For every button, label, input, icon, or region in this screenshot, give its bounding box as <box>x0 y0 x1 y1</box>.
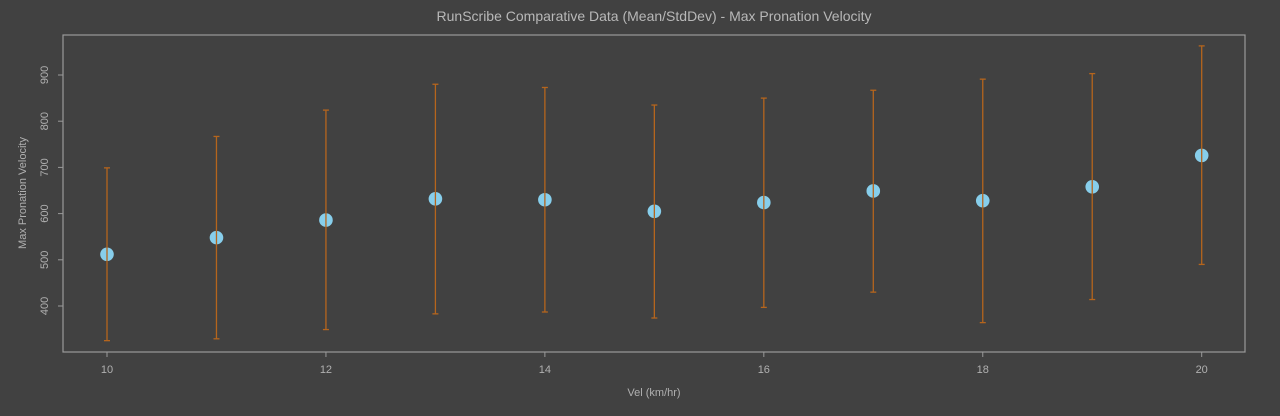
y-tick-label: 800 <box>39 112 51 130</box>
x-tick-label: 18 <box>977 364 989 376</box>
x-axis-label: Vel (km/hr) <box>627 387 680 399</box>
data-point-group <box>100 167 114 342</box>
y-axis: 400 500 600 700 800 900 <box>39 66 63 315</box>
data-point-group <box>1194 45 1209 266</box>
x-tick-label: 16 <box>758 364 770 376</box>
data-point-group <box>209 135 224 340</box>
x-tick-label: 10 <box>101 364 113 376</box>
data-point-group <box>428 83 443 315</box>
data-point-group <box>866 89 881 293</box>
data-point-group <box>975 78 990 324</box>
data-point-group <box>319 109 333 331</box>
y-tick-label: 900 <box>39 66 51 84</box>
chart-title: RunScribe Comparative Data (Mean/StdDev)… <box>437 8 872 24</box>
x-tick-label: 12 <box>320 364 332 376</box>
data-point-group <box>757 97 771 309</box>
data-point-group <box>538 86 552 313</box>
data-point-group <box>1085 72 1100 301</box>
x-tick-label: 14 <box>539 364 551 376</box>
x-axis: 10 12 14 16 18 20 <box>101 352 1208 376</box>
x-tick-label: 20 <box>1196 364 1208 376</box>
y-tick-label: 700 <box>39 158 51 176</box>
y-tick-label: 600 <box>39 204 51 222</box>
data-series <box>100 45 1209 342</box>
y-axis-label: Max Pronation Velocity <box>17 137 29 249</box>
y-tick-label: 400 <box>39 297 51 315</box>
data-point-group <box>647 104 662 319</box>
plot-frame <box>62 34 1246 353</box>
y-tick-label: 500 <box>39 251 51 269</box>
